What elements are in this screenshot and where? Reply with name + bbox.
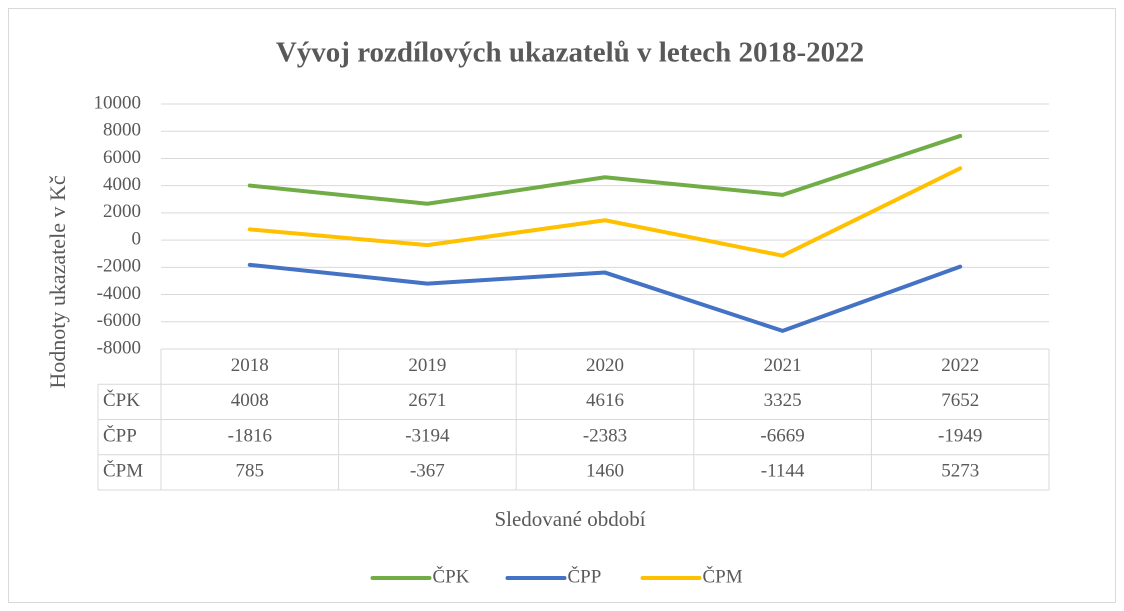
table-cell: 785 xyxy=(236,461,265,482)
y-tick-label: -2000 xyxy=(97,256,141,277)
table-cell: -1816 xyxy=(228,425,272,446)
table-cell: 4616 xyxy=(586,390,624,411)
table-cell: 5273 xyxy=(941,461,979,482)
legend-label: ČPK xyxy=(433,565,470,587)
table-cell: 4008 xyxy=(231,390,269,411)
y-axis-title: Hodnoty ukazatele v Kč xyxy=(45,175,70,388)
legend-label: ČPP xyxy=(568,565,602,587)
x-axis-title: Sledované období xyxy=(494,507,645,531)
table-cell: 2671 xyxy=(408,390,446,411)
table-cell: 3325 xyxy=(764,390,802,411)
x-tick-label: 2021 xyxy=(764,355,802,376)
y-tick-label: 10000 xyxy=(94,92,142,113)
table-cell: 1460 xyxy=(586,461,624,482)
legend-label: ČPM xyxy=(703,565,743,587)
series-line xyxy=(247,133,963,206)
table-row-label: ČPP xyxy=(103,424,137,446)
chart-border xyxy=(8,8,1116,603)
table-cell: 7652 xyxy=(941,390,979,411)
x-tick-label: 2018 xyxy=(231,355,269,376)
table-cell: -1949 xyxy=(938,425,982,446)
table-row-label: ČPK xyxy=(103,389,140,411)
table-cell: -367 xyxy=(410,461,445,482)
x-tick-label: 2022 xyxy=(941,355,979,376)
y-tick-label: -6000 xyxy=(97,310,141,331)
x-tick-label: 2020 xyxy=(586,355,624,376)
table-cell: -2383 xyxy=(583,425,627,446)
y-tick-label: 0 xyxy=(132,228,142,249)
y-tick-label: 8000 xyxy=(103,120,141,141)
x-tick-label: 2019 xyxy=(408,355,446,376)
series-line xyxy=(247,262,963,333)
y-tick-label: -8000 xyxy=(97,337,141,358)
series-line xyxy=(247,166,963,258)
y-tick-label: 2000 xyxy=(103,201,141,222)
y-tick-label: 6000 xyxy=(103,147,141,168)
table-row-label: ČPM xyxy=(103,460,143,482)
chart-title: Vývoj rozdílových ukazatelů v letech 201… xyxy=(276,37,864,69)
y-tick-label: 4000 xyxy=(103,174,141,195)
y-tick-label: -4000 xyxy=(97,283,141,304)
table-cell: -1144 xyxy=(761,461,805,482)
table-cell: -3194 xyxy=(405,425,450,446)
table-cell: -6669 xyxy=(760,425,804,446)
